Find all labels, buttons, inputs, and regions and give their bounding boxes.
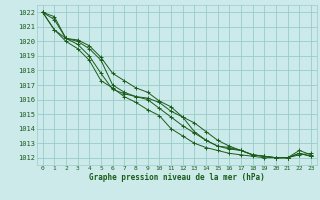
X-axis label: Graphe pression niveau de la mer (hPa): Graphe pression niveau de la mer (hPa) bbox=[89, 173, 265, 182]
